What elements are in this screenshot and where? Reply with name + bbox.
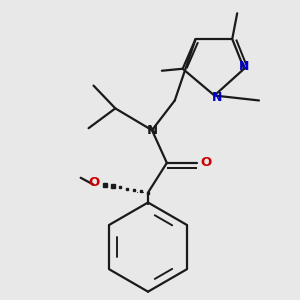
Text: O: O <box>88 176 100 189</box>
Text: N: N <box>146 124 158 137</box>
Text: O: O <box>201 156 212 170</box>
Text: N: N <box>212 91 223 104</box>
Text: N: N <box>239 60 249 73</box>
Text: ···: ··· <box>136 189 145 199</box>
